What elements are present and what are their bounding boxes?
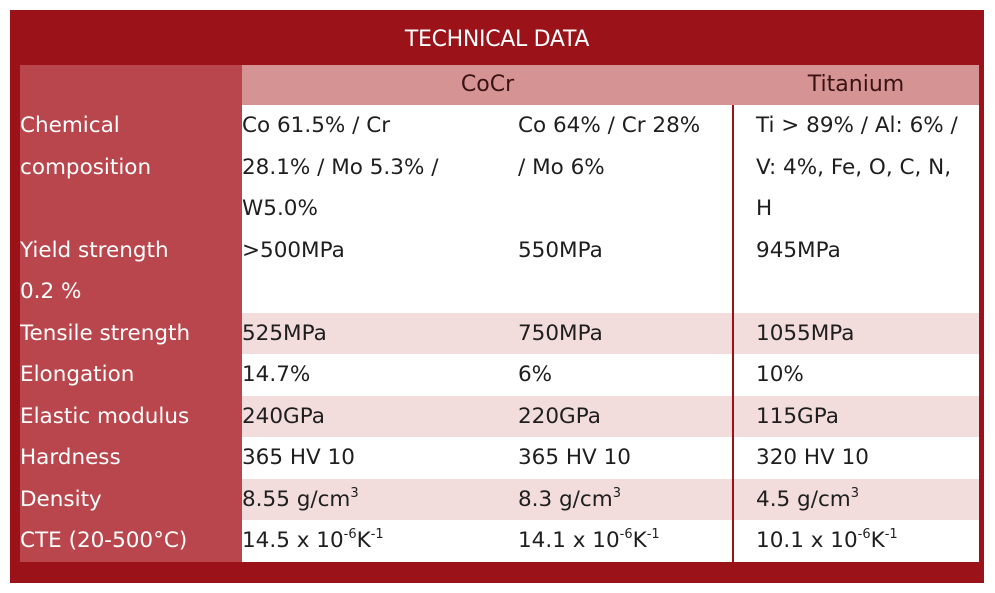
cell-cocr-1: 240GPa: [242, 395, 504, 437]
cell-titanium: 115GPa: [732, 395, 980, 437]
density-unit: g/cm: [790, 486, 851, 512]
cell-spacer: [242, 271, 504, 313]
label-line: Yield strength: [20, 237, 169, 263]
header-titanium: Titanium: [733, 65, 980, 105]
cell-line: V: 4%, Fe, O, C, N,: [756, 154, 952, 180]
row-tensile-strength: Tensile strength 525MPa 750MPa 1055MPa: [20, 312, 980, 354]
cell-titanium: 4.5 g/cm3: [732, 478, 980, 520]
density-unit-exponent: 3: [350, 485, 359, 501]
row-hardness: Hardness 365 HV 10 365 HV 10 320 HV 10: [20, 437, 980, 479]
density-value: 4.5: [756, 486, 791, 512]
density-unit-exponent: 3: [612, 485, 621, 501]
cell-titanium: 945MPa: [732, 229, 980, 313]
cell-line: / Mo 6%: [518, 154, 605, 180]
cell-cocr-2: 6%: [504, 354, 734, 396]
row-label: Yield strength 0.2 %: [20, 229, 242, 313]
cte-value: 10.1: [756, 528, 804, 553]
header-row: CoCr Titanium: [20, 65, 980, 105]
row-chemical-composition: Chemical composition Co 61.5% / Cr 28.1%…: [20, 105, 980, 230]
cell-spacer: [518, 271, 732, 313]
cte-unit: K: [870, 528, 885, 553]
cte-exponent: -6: [343, 527, 357, 542]
cell-cocr-2: 750MPa: [504, 312, 734, 354]
row-label: CTE (20-500°C): [20, 520, 242, 562]
density-value: 8.55: [242, 486, 290, 512]
cte-exponent: -6: [857, 527, 871, 542]
cell-cocr-1: Co 61.5% / Cr 28.1% / Mo 5.3% / W5.0%: [242, 105, 504, 230]
row-label: Hardness: [20, 437, 242, 479]
cell-line: W5.0%: [242, 196, 318, 221]
header-cocr: CoCr: [242, 65, 734, 105]
row-elastic-modulus: Elastic modulus 240GPa 220GPa 115GPa: [20, 395, 980, 437]
cell-titanium: 10.1 x 10-6K-1: [732, 520, 980, 562]
cte-exponent: -6: [619, 527, 633, 542]
cell-line: Ti > 89% / Al: 6% /: [756, 113, 958, 138]
density-unit: g/cm: [289, 486, 351, 512]
cell-cocr-1: 525MPa: [242, 312, 504, 354]
cell-value: 945MPa: [756, 237, 841, 263]
row-yield-strength: Yield strength 0.2 % >500MPa 550MPa 945M…: [20, 229, 980, 313]
density-value: 8.3: [518, 486, 553, 512]
row-label: Elongation: [20, 354, 242, 396]
cell-spacer: [756, 271, 979, 313]
cell-cocr-1: 8.55 g/cm3: [242, 478, 504, 520]
cte-value: 14.1: [518, 528, 566, 553]
label-line: composition: [20, 154, 152, 180]
row-label: Elastic modulus: [20, 395, 242, 437]
cell-cocr-1: >500MPa: [242, 229, 504, 313]
cell-titanium: 10%: [732, 354, 980, 396]
row-label: Density: [20, 478, 242, 520]
label-line: 0.2 %: [20, 279, 82, 304]
header-corner-cell: [20, 65, 242, 105]
cell-titanium: 320 HV 10: [732, 437, 980, 479]
cell-cocr-2: 8.3 g/cm3: [504, 478, 734, 520]
cell-line: H: [756, 196, 773, 221]
cell-cocr-1: 365 HV 10: [242, 437, 504, 479]
label-line: Chemical: [20, 113, 120, 138]
cell-titanium: 1055MPa: [732, 312, 980, 354]
row-elongation: Elongation 14.7% 6% 10%: [20, 354, 980, 396]
cell-line: Co 61.5% / Cr: [242, 113, 391, 138]
row-label: Tensile strength: [20, 312, 242, 354]
cell-line: 28.1% / Mo 5.3% /: [242, 154, 439, 180]
cte-times: x 10: [565, 528, 620, 553]
density-unit-exponent: 3: [850, 485, 859, 501]
cte-times: x 10: [289, 528, 344, 553]
cell-cocr-1: 14.5 x 10-6K-1: [242, 520, 504, 562]
cell-cocr-2: Co 64% / Cr 28% / Mo 6%: [504, 105, 734, 230]
cte-unit: K: [356, 528, 371, 553]
technical-data-panel: TECHNICAL DATA CoCr Titanium Chemical co…: [10, 10, 984, 583]
cte-value: 14.5: [242, 528, 290, 553]
cell-cocr-1: 14.7%: [242, 354, 504, 396]
table-title: TECHNICAL DATA: [404, 27, 590, 52]
row-cte: CTE (20-500°C) 14.5 x 10-6K-1 14.1 x 10-…: [20, 520, 980, 562]
technical-data-table: CoCr Titanium Chemical composition Co 61…: [20, 65, 980, 562]
row-density: Density 8.55 g/cm3 8.3 g/cm3 4.5 g/cm3: [20, 478, 980, 520]
cell-line: [518, 188, 732, 230]
cell-cocr-2: 550MPa: [504, 229, 734, 313]
cell-titanium: Ti > 89% / Al: 6% / V: 4%, Fe, O, C, N, …: [732, 105, 980, 230]
cell-cocr-2: 14.1 x 10-6K-1: [504, 520, 734, 562]
cte-unit: K: [632, 528, 647, 553]
cte-unit-exponent: -1: [884, 527, 898, 542]
cte-unit-exponent: -1: [370, 527, 384, 542]
cell-line: Co 64% / Cr 28%: [518, 113, 701, 138]
cell-cocr-2: 365 HV 10: [504, 437, 734, 479]
row-label: Chemical composition: [20, 105, 242, 230]
cell-cocr-2: 220GPa: [504, 395, 734, 437]
cell-value: >500MPa: [242, 237, 345, 263]
cell-value: 550MPa: [518, 237, 603, 263]
density-unit: g/cm: [552, 486, 613, 512]
cte-unit-exponent: -1: [646, 527, 660, 542]
cte-times: x 10: [803, 528, 858, 553]
